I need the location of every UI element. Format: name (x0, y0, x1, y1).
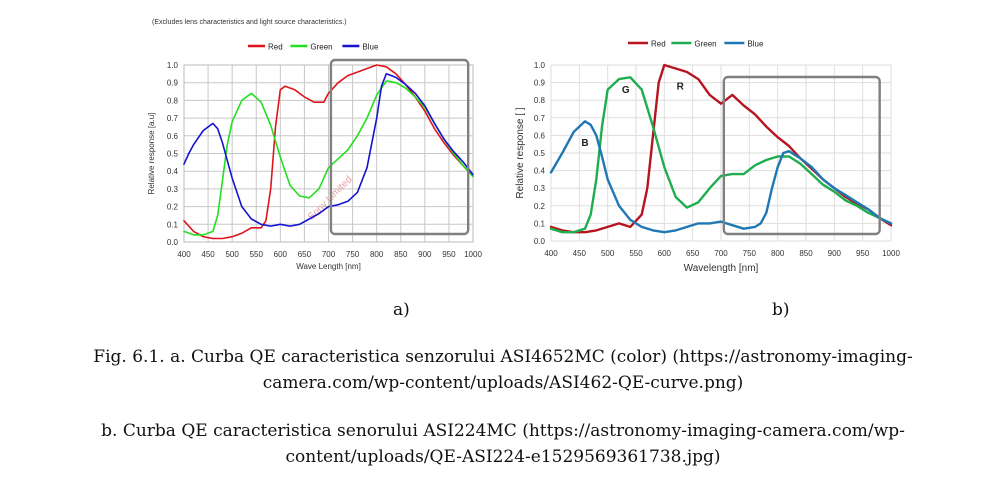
subfigure-label-a: a) (393, 300, 410, 320)
chart-b-legend-label-blue: Blue (747, 40, 764, 49)
chart-b-y-axis-label: Relative response [ ] (515, 107, 526, 198)
chart-a-ytick-label: 0.9 (167, 79, 179, 88)
chart-a-note: (Excludes lens characteristics and light… (152, 19, 347, 26)
chart-a-ytick-label: 0.6 (167, 132, 179, 141)
chart-b-legend-label-red: Red (651, 40, 666, 49)
chart-a-ytick-label: 0.7 (167, 114, 179, 123)
chart-a-ytick-label: 0.8 (167, 96, 179, 105)
chart-b-xtick-label: 1000 (882, 249, 900, 258)
chart-a-xtick-label: 800 (370, 250, 384, 259)
chart-b-series-green (549, 76, 893, 234)
chart-a-series-blue (183, 73, 474, 227)
chart-b-ytick-label: 0.3 (534, 184, 546, 193)
chart-a-xtick-label: 650 (298, 250, 312, 259)
chart-a-x-axis-label: Wave Length [nm] (296, 262, 361, 271)
chart-b-legend-label-green: Green (694, 40, 716, 49)
chart-b-ytick-label: 0.8 (534, 96, 546, 105)
chart-b-ytick-label: 0.0 (534, 237, 546, 246)
chart-b-xtick-label: 400 (544, 249, 558, 258)
chart-b-series-blue (549, 120, 893, 234)
chart-b-xtick-label: 650 (686, 249, 700, 258)
chart-a-legend-label-blue: Blue (362, 43, 379, 52)
chart-b-xtick-label: 600 (658, 249, 672, 258)
chart-b-ytick-label: 0.4 (534, 167, 546, 176)
chart-a-ytick-label: 0.1 (167, 220, 179, 229)
chart-b-ytick-label: 0.2 (534, 202, 546, 211)
caption-a-line-2: camera.com/wp-content/uploads/ASI462-QE-… (262, 373, 744, 393)
chart-b-ytick-label: 1.0 (534, 61, 546, 70)
chart-a-legend-label-green: Green (310, 43, 332, 52)
chart-b-xtick-label: 450 (573, 249, 587, 258)
chart-b-ytick-label: 0.5 (534, 149, 546, 158)
chart-a-ytick-label: 0.0 (167, 238, 179, 247)
chart-b-xtick-label: 900 (828, 249, 842, 258)
subfigure-label-b: b) (772, 300, 790, 320)
chart-a-ytick-label: 0.2 (167, 203, 179, 212)
chart-a-series-green (183, 80, 474, 236)
chart-a-xtick-label: 450 (201, 250, 215, 259)
chart-a-ytick-label: 0.4 (167, 167, 179, 176)
chart-a-legend-label-red: Red (268, 43, 283, 52)
chart-b-ytick-label: 0.7 (534, 114, 546, 123)
chart-b-x-axis-label: Wavelength [nm] (684, 263, 759, 274)
chart-a-xtick-label: 400 (177, 250, 191, 259)
chart-a-xtick-label: 500 (225, 250, 239, 259)
chart-a-ytick-label: 0.3 (167, 185, 179, 194)
chart-a-series-red (183, 64, 474, 240)
chart-b-ytick-label: 0.1 (534, 219, 546, 228)
caption-b-line-2: content/uploads/QE-ASI224-e1529569361738… (285, 447, 721, 467)
chart-a-xtick-label: 600 (274, 250, 288, 259)
chart-a-xtick-label: 700 (322, 250, 336, 259)
chart-a-ytick-label: 1.0 (167, 61, 179, 70)
chart-b-xtick-label: 850 (799, 249, 813, 258)
chart-a-ytick-label: 0.5 (167, 150, 179, 159)
caption-a: Fig. 6.1. a. Curba QE caracteristica sen… (0, 344, 1006, 396)
chart-b-xtick-label: 700 (714, 249, 728, 258)
chart-b-ytick-label: 0.9 (534, 79, 546, 88)
chart-a-highlight-box (329, 58, 470, 236)
chart-b-highlight-box (722, 75, 881, 236)
chart-b-xtick-label: 500 (601, 249, 615, 258)
chart-b-xtick-label: 950 (856, 249, 870, 258)
chart-a-xtick-label: 950 (442, 250, 456, 259)
caption-b-line-1: b. Curba QE caracteristica senorului ASI… (101, 421, 905, 441)
chart-b-xtick-label: 750 (743, 249, 757, 258)
chart-b-annotation: G (622, 85, 630, 96)
chart-b-xtick-label: 550 (629, 249, 643, 258)
chart-b-annotation: B (581, 138, 588, 149)
chart-a-xtick-label: 550 (250, 250, 264, 259)
caption-a-line-1: Fig. 6.1. a. Curba QE caracteristica sen… (93, 347, 913, 367)
chart-a-xtick-label: 850 (394, 250, 408, 259)
chart-a-plot-frame (183, 64, 474, 243)
chart-b-xtick-label: 800 (771, 249, 785, 258)
chart-b-annotation: R (677, 82, 685, 93)
chart-a-xtick-label: 1000 (464, 250, 482, 259)
chart-b-ytick-label: 0.6 (534, 131, 546, 140)
chart-a-xtick-label: 900 (418, 250, 432, 259)
caption-b: b. Curba QE caracteristica senorului ASI… (0, 418, 1006, 470)
chart-a-xtick-label: 750 (346, 250, 360, 259)
chart-a-y-axis-label: Relative response [a.u] (147, 113, 156, 195)
